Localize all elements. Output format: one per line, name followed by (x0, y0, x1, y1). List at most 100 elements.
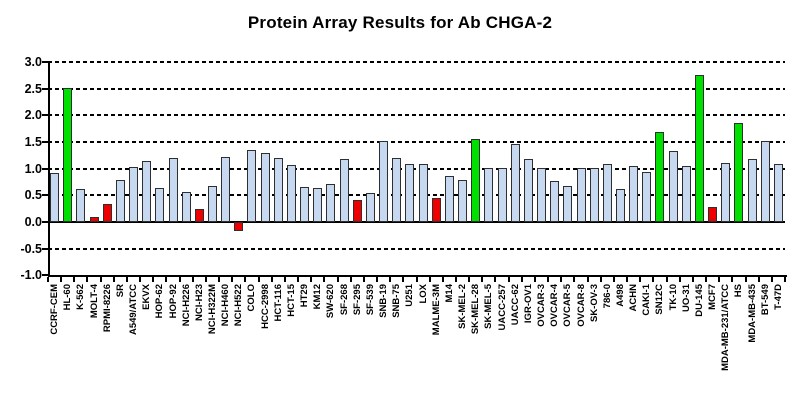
y-axis-tick (42, 141, 49, 144)
bar-nci-h460 (221, 156, 231, 222)
x-axis-tick (362, 277, 365, 283)
x-label-molt-4: MOLT-4 (88, 284, 100, 319)
x-label-uacc-62: UACC-62 (509, 284, 521, 326)
x-axis-tick (139, 277, 142, 283)
x-label-achn: ACHN (628, 284, 640, 312)
x-axis-tick (560, 277, 563, 283)
bar-hcc-2998 (260, 153, 270, 222)
y-axis-tick (42, 167, 49, 170)
bar-mcf7 (708, 206, 718, 222)
gridline-1 (48, 167, 785, 170)
bar-snb-19 (379, 140, 389, 222)
y-tick-label-3: 3.0 (24, 55, 42, 70)
bar-achn (629, 166, 639, 222)
bar-lox (418, 164, 428, 222)
bar-ovcar-3 (537, 168, 547, 222)
x-label-m14: M14 (443, 284, 455, 303)
bar-t-47d (773, 164, 783, 222)
gridline--0.5 (48, 247, 785, 250)
x-label-sr: SR (114, 284, 126, 298)
bar-colo (247, 150, 257, 222)
x-axis-tick (231, 277, 234, 283)
bar-786-0 (602, 164, 612, 222)
x-label-u251: U251 (404, 284, 416, 308)
x-label-ht29: HT29 (299, 284, 311, 308)
gridline-3 (48, 61, 785, 64)
x-label-hct-116: HCT-116 (272, 284, 284, 322)
x-label-lox: LOX (417, 284, 429, 304)
y-axis-tick (42, 87, 49, 90)
bar-igr-ov1 (523, 159, 533, 222)
x-label-nci-h322m: NCI-H322M (207, 284, 218, 335)
x-label-hcc-2998: HCC-2998 (259, 284, 271, 330)
bar-nci-h322m (208, 185, 217, 222)
x-axis-tick (784, 277, 786, 283)
x-label-hop-62: HOP-62 (154, 284, 166, 319)
y-axis-tick (42, 194, 49, 197)
x-axis-tick (441, 277, 444, 283)
bar-sf-539 (365, 192, 375, 222)
x-label-hct-15: HCT-15 (285, 284, 297, 318)
bar-nci-h226 (181, 192, 191, 222)
bar-nci-h522 (234, 222, 244, 231)
x-axis-tick (47, 277, 49, 283)
x-axis-tick (112, 277, 115, 283)
bar-k-562 (76, 189, 86, 222)
bar-sk-mel-2 (458, 180, 468, 222)
x-label-t-47d: T-47D (772, 284, 784, 311)
bar-sk-mel-5 (484, 168, 494, 222)
y-axis-tick (42, 221, 49, 223)
x-label-uo-31: UO-31 (680, 284, 692, 313)
x-label-caki-1: CAKI-1 (641, 284, 653, 316)
bar-bt-549 (760, 140, 770, 222)
x-label-sf-295: SF-295 (351, 284, 363, 316)
y-tick-label-2.5: 2.5 (24, 81, 42, 96)
x-label-a549-atcc: A549/ATCC (128, 284, 140, 336)
x-axis-tick (428, 277, 431, 283)
y-tick-label-2: 2.0 (24, 108, 42, 123)
x-axis-tick (586, 277, 589, 283)
x-label-mda-mb-435: MDA-MB-435 (746, 284, 758, 343)
x-axis-tick (639, 277, 642, 283)
bar-snb-75 (392, 158, 402, 222)
bar-caki-1 (642, 171, 652, 222)
x-axis-tick (494, 277, 497, 283)
bar-a498 (615, 189, 625, 222)
x-axis-tick (718, 277, 721, 283)
x-axis-tick (389, 277, 392, 283)
x-axis-tick (86, 277, 89, 283)
x-label-du-145: DU-145 (693, 284, 705, 318)
x-axis-tick (533, 277, 536, 283)
y-tick-label-0: 0.0 (24, 215, 42, 229)
x-axis-tick (402, 277, 405, 283)
bar-sk-mel-28 (471, 139, 481, 222)
bar-ekvx (142, 161, 152, 222)
gridline-2.5 (48, 87, 785, 90)
bar-ht29 (300, 186, 310, 222)
bar-a549-atcc (129, 166, 139, 222)
y-axis-tick (42, 247, 49, 250)
x-label-sk-mel-2: SK-MEL-2 (457, 284, 469, 330)
x-label-snb-75: SNB-75 (391, 284, 403, 319)
x-label-mcf7: MCF7 (707, 284, 719, 311)
bar-mda-mb-435 (747, 158, 757, 222)
x-axis-tick (757, 277, 760, 283)
x-label-hop-92: HOP-92 (167, 284, 179, 319)
x-axis-tick (204, 277, 207, 283)
bar-molt-4 (89, 217, 99, 222)
gridline-2 (48, 114, 785, 117)
bar-ovcar-5 (563, 186, 573, 222)
bar-uacc-257 (497, 168, 507, 222)
bar-ccrf-cem (50, 173, 60, 222)
x-axis-tick (626, 277, 629, 283)
x-axis-tick (599, 277, 602, 283)
x-axis-tick (218, 277, 221, 283)
gridline-1.5 (48, 141, 785, 144)
bar-hct-116 (273, 157, 283, 222)
bar-ovcar-8 (576, 167, 586, 222)
x-label-nci-h522: NCI-H522 (233, 284, 245, 327)
x-axis-tick (705, 277, 708, 283)
x-axis-tick (415, 277, 418, 283)
x-label-nci-h226: NCI-H226 (180, 284, 192, 327)
x-label-rpmi-8226: RPMI-8226 (101, 284, 113, 333)
